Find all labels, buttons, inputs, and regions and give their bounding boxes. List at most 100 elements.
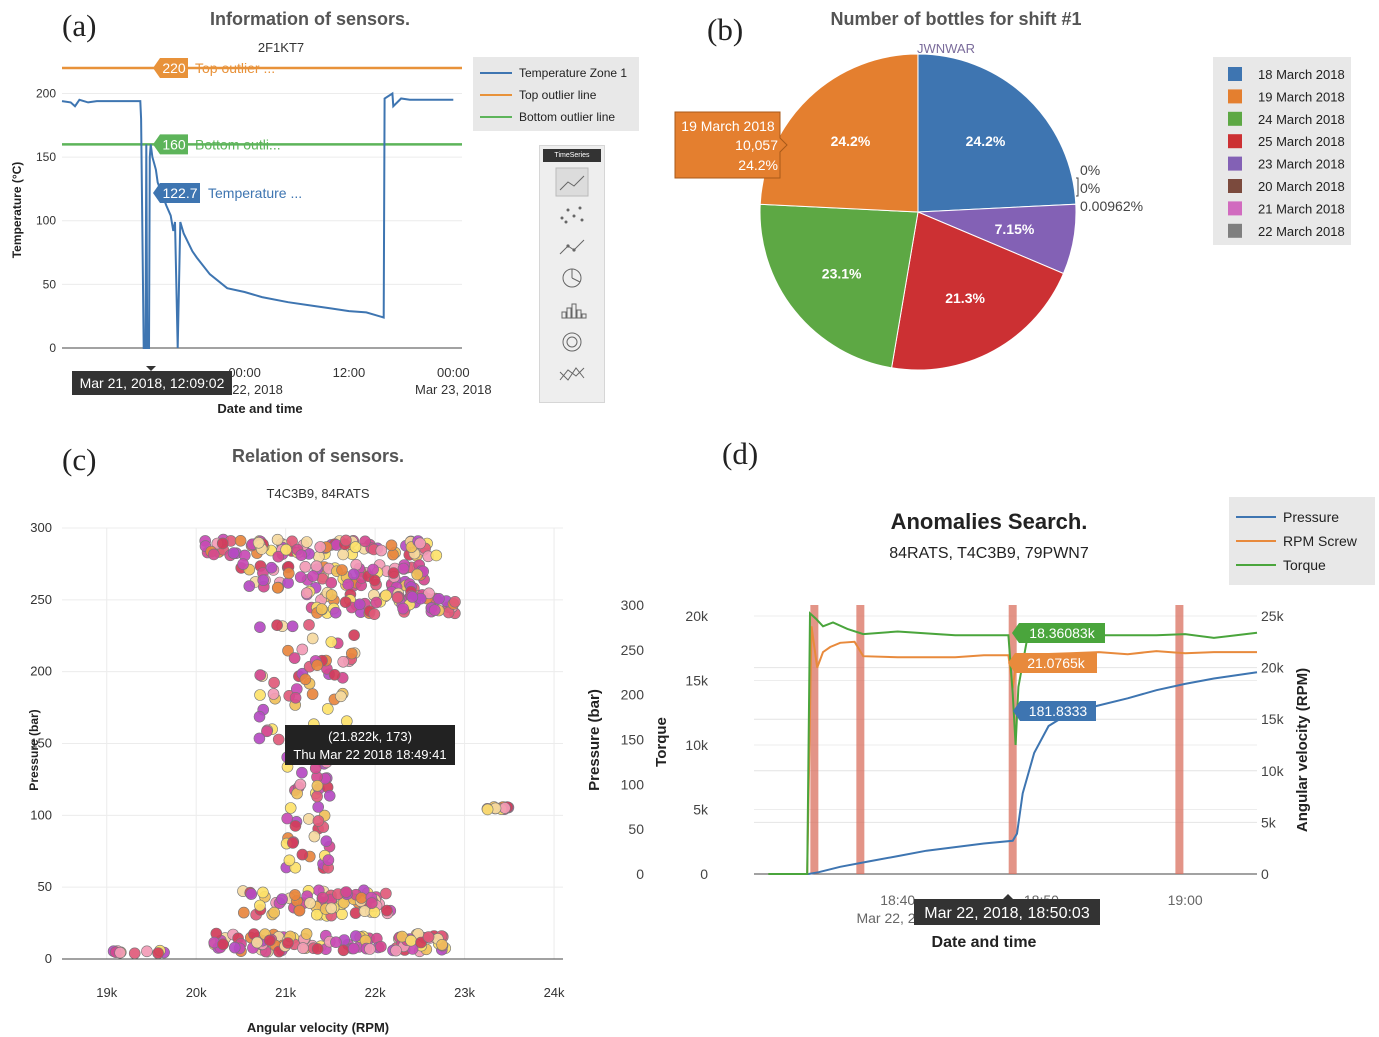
- chart-b-subtitle: JWNWAR: [917, 41, 975, 56]
- chart-c-point: [367, 563, 379, 576]
- chart-d-hover-pressure-text: 181.8333: [1029, 703, 1088, 719]
- chart-c-point: [282, 567, 295, 580]
- chart-d-tooltip-arrow: [1003, 894, 1013, 899]
- chart-c-point: [315, 603, 328, 615]
- chart-c-point: [316, 891, 329, 904]
- chart-d-legend-label: Torque: [1283, 557, 1326, 573]
- chart-c-point: [340, 886, 353, 898]
- chart-c-point: [237, 558, 249, 570]
- chart-a-hover-top-label: Top outlier ...: [195, 60, 275, 76]
- chart-d-pressure-tick: 250: [621, 642, 645, 658]
- donut-chart-icon[interactable]: [562, 332, 582, 352]
- chart-c-point: [370, 596, 383, 609]
- bar-glyph: [566, 307, 572, 319]
- chart-d-pressure-tick: 300: [621, 597, 645, 613]
- chart-c-point: [276, 893, 288, 905]
- bar-chart-icon[interactable]: [561, 303, 587, 319]
- chart-c-point: [294, 571, 307, 583]
- chart-d-anomaly-band: [1008, 605, 1017, 874]
- chart-c-point: [397, 562, 410, 575]
- chart-b-slice: [917, 53, 1077, 213]
- chart-b-slice-label: 7.15%: [995, 221, 1035, 237]
- chart-type-toolbar: TimeSeries: [539, 145, 605, 403]
- chart-b-hover-line3: 24.2%: [738, 157, 778, 173]
- chart-a-legend: Temperature Zone 1 Top outlier line Bottom…: [473, 57, 639, 131]
- line-markers-icon[interactable]: [559, 239, 585, 255]
- chart-c-point: [449, 596, 461, 608]
- chart-c-point: [325, 577, 338, 589]
- chart-b-slice-label: 23.1%: [822, 265, 862, 281]
- chart-c-point: [289, 820, 302, 832]
- chart-c-point: [406, 591, 419, 603]
- line-chart-icon[interactable]: [555, 167, 589, 197]
- multi-line-b: [559, 367, 585, 381]
- chart-c-point: [281, 812, 294, 825]
- chart-a-hover-bottom-box: [153, 134, 188, 155]
- chart-b-legend-swatch: [1228, 179, 1242, 193]
- chart-b-hover-bg: [674, 111, 788, 179]
- chart-c-point: [282, 644, 294, 657]
- chart-a-hover-bottom-text: 160: [162, 136, 186, 152]
- chart-c-point: [349, 930, 362, 942]
- chart-c-point: [345, 647, 358, 660]
- chart-d-pressure-tick: 100: [621, 776, 645, 792]
- chart-a-hover-top-text: 220: [162, 60, 186, 76]
- chart-d-rpm-tick: 5k: [1261, 814, 1277, 830]
- chart-a-series-temperature: [61, 91, 454, 349]
- chart-c-point: [390, 944, 402, 957]
- chart-d-torque-tick: 20k: [685, 608, 709, 624]
- chart-b-hover-box: 19 March 2018 10,057 24.2%: [674, 111, 788, 179]
- bar-glyph: [576, 309, 582, 319]
- chart-d-pressure-tick: 150: [621, 732, 645, 748]
- chart-c-point: [340, 534, 352, 547]
- chart-a-hover-temp-box: [153, 183, 200, 203]
- chart-b-slice-label: 24.2%: [966, 133, 1006, 149]
- chart-c-point: [288, 652, 301, 664]
- chart-a-y-tick: 200: [36, 86, 56, 100]
- chart-c-point: [252, 537, 265, 549]
- chart-b-legend-bg: [1213, 57, 1351, 245]
- chart-c-point: [342, 578, 355, 591]
- chart-d-legend: Pressure RPM Screw Torque: [1229, 497, 1375, 585]
- pie-chart-icon[interactable]: [562, 268, 582, 288]
- chart-c-point: [299, 561, 312, 573]
- chart-c-point: [284, 802, 297, 814]
- marker-dot: [572, 248, 576, 252]
- chart-d-hover-torque: 18.36083k: [1012, 623, 1105, 643]
- chart-c-point: [311, 659, 324, 671]
- chart-d-tooltip: Mar 22, 2018, 18:50:03: [914, 894, 1100, 925]
- chart-c-point: [245, 888, 258, 900]
- chart-b-title: Number of bottles for shift #1: [830, 9, 1081, 29]
- multi-line-icon[interactable]: [559, 367, 585, 381]
- scatter-dot: [564, 220, 568, 224]
- chart-c-point: [238, 906, 250, 919]
- chart-c-point: [267, 688, 280, 700]
- chart-c-point: [300, 536, 313, 548]
- chart-c-point: [217, 938, 229, 951]
- chart-b-legend-label: 20 March 2018: [1258, 179, 1345, 194]
- chart-c-point: [337, 656, 350, 668]
- chart-d-torque-tick: 15k: [685, 673, 709, 689]
- chart-c-point: [271, 533, 284, 546]
- chart-c-point: [303, 619, 315, 631]
- donut-outer: [562, 332, 582, 352]
- chart-b-legend-label: 21 March 2018: [1258, 201, 1345, 216]
- chart-c-point: [325, 636, 338, 648]
- chart-c-point: [297, 942, 309, 954]
- chart-c-y-tick: 100: [30, 807, 52, 822]
- chart-a-hover-temp-text: 122.7: [162, 185, 197, 201]
- chart-b-slice: [759, 203, 919, 369]
- pie-cut: [571, 269, 581, 283]
- chart-a-x-tick: 00:00: [228, 365, 261, 380]
- chart-c-point: [253, 710, 266, 723]
- chart-c-point: [286, 620, 299, 633]
- chart-c-tooltip-line1: (21.822k, 173): [328, 729, 412, 744]
- chart-c-point: [286, 535, 298, 548]
- chart-b-legend-swatch: [1228, 156, 1242, 171]
- chart-c-title: Relation of sensors.: [232, 446, 404, 466]
- chart-a-temperature: Information of sensors. 2F1KT7 0 50 100 150 20…: [10, 9, 639, 416]
- scatter-chart-icon[interactable]: [560, 206, 584, 224]
- chart-b-outside-label: 0%: [1080, 162, 1100, 178]
- scatter-dot: [578, 206, 582, 210]
- donut-inner: [566, 336, 578, 348]
